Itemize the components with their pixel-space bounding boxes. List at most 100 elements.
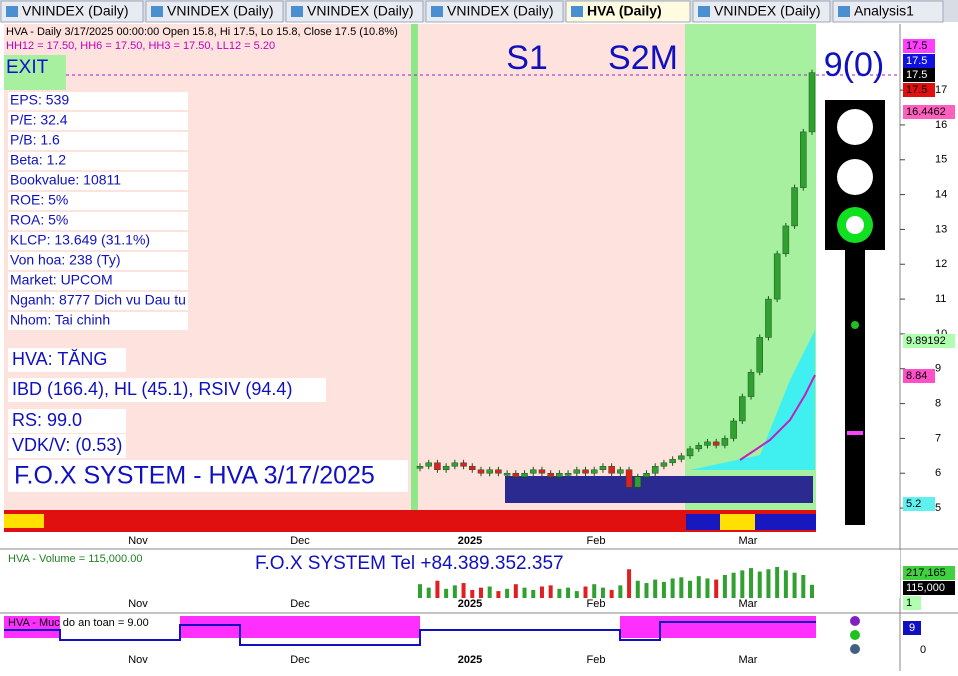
badge-label: 9 [909, 622, 915, 634]
y-tick-label: 14 [935, 188, 947, 200]
candle [721, 438, 729, 446]
volume-bar [679, 577, 684, 598]
date-label: Dec [290, 598, 310, 610]
info-line: Nhom: Tai chinh [10, 312, 110, 328]
candle [773, 253, 781, 300]
y-tick-label: 17 [935, 84, 947, 96]
candle [538, 469, 546, 474]
marker [847, 431, 863, 435]
s1-label: S1 [506, 39, 548, 77]
tab-label[interactable]: VNINDEX (Daily) [714, 3, 821, 19]
badge [903, 621, 921, 635]
info-bg [8, 152, 188, 170]
info-line: Beta: 1.2 [10, 152, 66, 168]
y-tick-label: 11 [935, 293, 946, 305]
candle [512, 472, 520, 477]
support-line [739, 374, 816, 461]
candle [712, 441, 720, 446]
tab[interactable] [425, 0, 564, 23]
watermark-bg [8, 460, 408, 492]
candle [678, 455, 685, 460]
green-stripe [411, 24, 418, 510]
safety-gap [60, 616, 180, 638]
candle [686, 448, 694, 457]
date-label: Dec [290, 535, 310, 547]
tab-icon [838, 6, 850, 17]
tab-label[interactable]: HVA (Daily) [587, 3, 662, 19]
tab[interactable] [832, 0, 944, 23]
candle [460, 462, 467, 467]
candle [782, 225, 790, 255]
info-line: Bookvalue: 10811 [10, 172, 121, 188]
volume-bar [461, 583, 466, 598]
dot [850, 630, 860, 640]
volume-badge-label: 217,165 [906, 567, 946, 579]
tab-label[interactable]: Analysis1 [854, 3, 914, 19]
volume-bar [644, 583, 649, 598]
axis-label: 0 [920, 644, 926, 656]
volume-bar [670, 578, 675, 598]
signal-label: 9(0) [824, 46, 884, 84]
tab[interactable] [565, 0, 691, 23]
candle [730, 420, 737, 439]
header-line: HVA - Daily 3/17/2025 00:00:00 Open 15.8… [6, 26, 398, 38]
info-bg [8, 192, 188, 210]
volume-bar [566, 587, 571, 598]
info-bg [8, 212, 188, 230]
volume-bar [696, 576, 701, 598]
info-line: ROA: 5% [10, 212, 68, 228]
y-tick-label: 8 [935, 397, 941, 409]
s2m-label: S2M [608, 39, 678, 77]
y-tick-label: 5 [935, 502, 941, 514]
dot [850, 616, 860, 626]
summary-bg [8, 378, 326, 402]
volume-bar [635, 580, 640, 598]
summary-bg [8, 409, 126, 433]
candle [529, 469, 537, 474]
safety-line [4, 621, 816, 646]
tab-icon [431, 6, 443, 17]
tab-label[interactable]: VNINDEX (Daily) [22, 3, 129, 19]
date-label: 2025 [458, 654, 482, 666]
signal-strip [4, 510, 816, 532]
summary-bg [8, 348, 126, 372]
tab-label[interactable]: VNINDEX (Daily) [167, 3, 274, 19]
price-badge [903, 83, 935, 97]
info-line: ROE: 5% [10, 192, 68, 208]
date-label: Nov [128, 598, 148, 610]
header-line: HH12 = 17.50, HH6 = 17.50, HH3 = 17.50, … [6, 40, 275, 52]
volume-bar [766, 569, 771, 598]
volume-bar [505, 588, 510, 598]
candle [599, 466, 607, 471]
tab-label[interactable]: VNINDEX (Daily) [447, 3, 554, 19]
volume-bar [470, 589, 475, 598]
candle [521, 472, 528, 477]
candle [643, 472, 650, 477]
tab[interactable] [692, 0, 831, 23]
volume-bar [426, 587, 431, 598]
info-line: Market: UPCOM [10, 272, 113, 288]
exit-label: EXIT [6, 57, 49, 78]
candle [451, 462, 459, 467]
watermark: F.O.X SYSTEM - HVA 3/17/2025 [14, 462, 375, 490]
price-badge-label: 17.5 [906, 55, 927, 67]
date-label: Mar [739, 654, 758, 666]
y-tick-label: 7 [935, 432, 941, 444]
volume-bar [531, 589, 536, 598]
summary-line: RS: 99.0 [12, 410, 82, 430]
tab-icon [698, 6, 710, 17]
volume-bar [513, 584, 518, 598]
info-bg [8, 312, 188, 330]
candle [425, 462, 432, 467]
y-tick-label: 6 [935, 467, 941, 479]
tab[interactable] [145, 0, 284, 23]
tab[interactable] [285, 0, 424, 23]
info-bg [8, 272, 188, 290]
price-badge-label: 17.5 [906, 69, 927, 81]
tab-label[interactable]: VNINDEX (Daily) [307, 3, 414, 19]
candle [669, 459, 676, 464]
tab-icon [291, 6, 303, 17]
volume-bar [618, 585, 623, 598]
tab[interactable] [0, 0, 144, 23]
candle [503, 472, 511, 476]
